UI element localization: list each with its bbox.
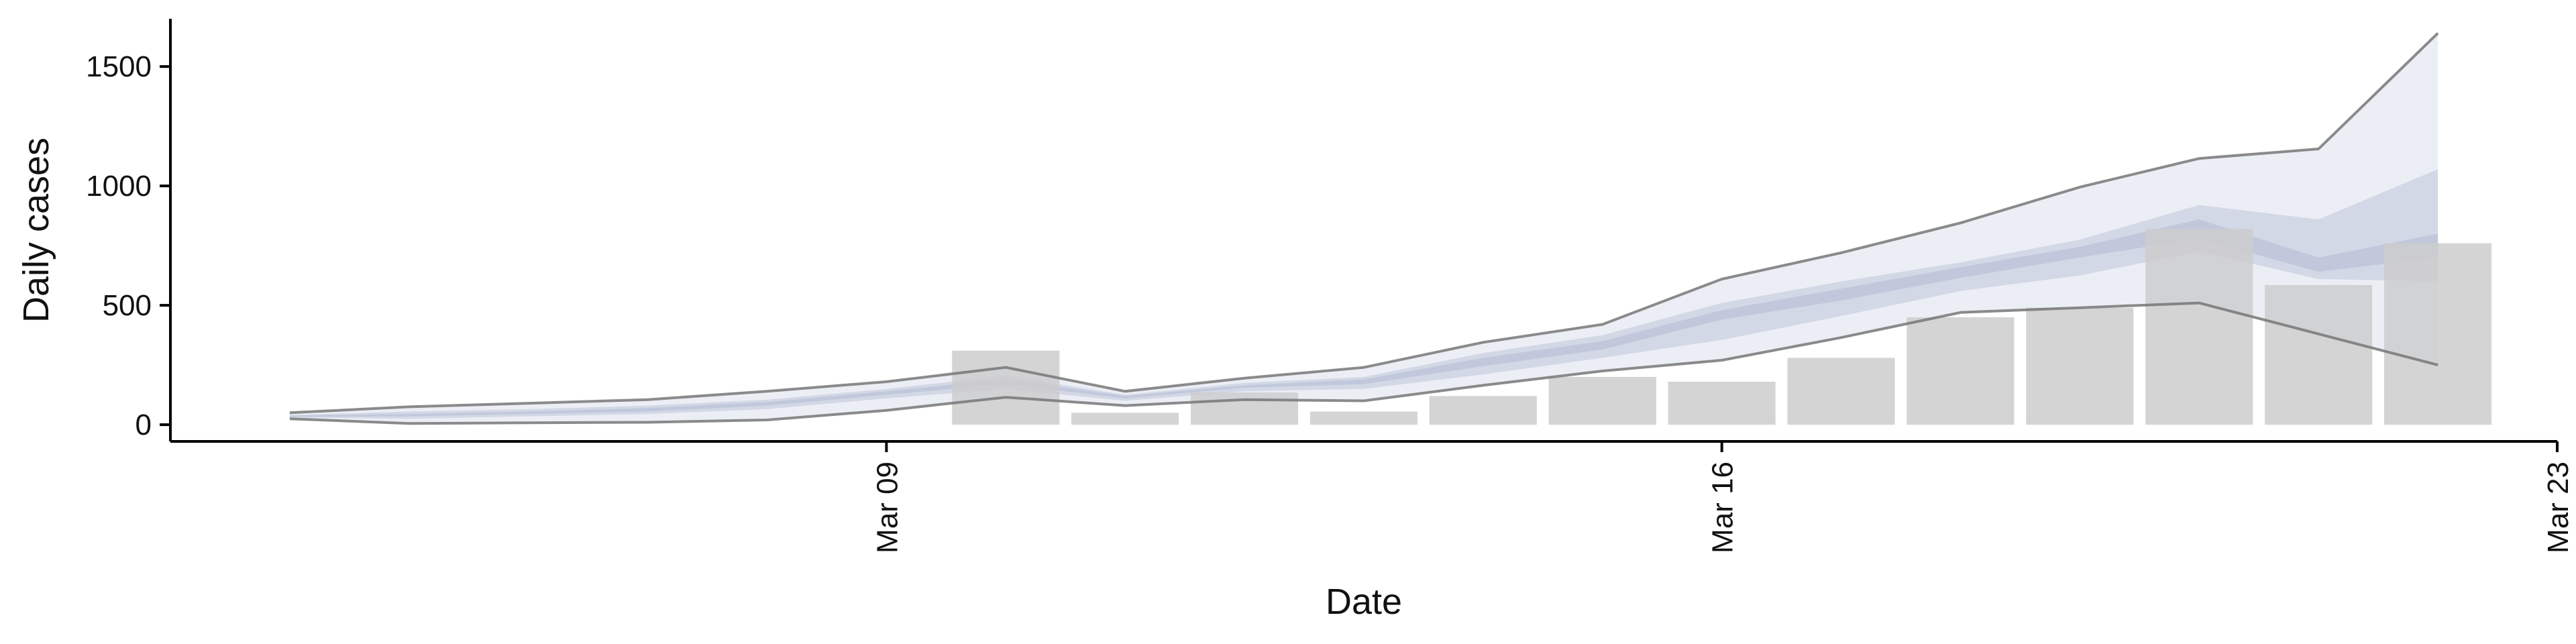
bar — [1071, 413, 1179, 425]
band-lower-line — [289, 301, 2438, 425]
y-tick-label: 1500 — [86, 50, 152, 83]
bar — [1787, 358, 1895, 425]
bar — [2384, 243, 2492, 425]
bar — [1191, 392, 1299, 425]
bar — [1668, 382, 1776, 425]
bar — [952, 350, 1060, 425]
bar — [1907, 317, 2015, 425]
bar — [2145, 229, 2253, 425]
band-outer — [289, 33, 2438, 424]
x-tick-label: Mar 23 — [2542, 462, 2575, 553]
y-ticks: 0 500 1000 1500 — [86, 50, 170, 441]
y-tick-label: 1000 — [86, 170, 152, 203]
bars — [952, 229, 2492, 425]
y-tick-label: 500 — [103, 289, 152, 322]
x-axis-title: Date — [1326, 582, 1402, 622]
bar — [1309, 411, 1417, 425]
band-outlines — [289, 32, 2439, 425]
x-ticks: Mar 09 Mar 16 Mar 23 — [871, 441, 2575, 553]
y-tick-label: 0 — [136, 409, 152, 441]
band-upper-line — [289, 32, 2439, 415]
bar — [2265, 284, 2373, 425]
bar — [2026, 307, 2134, 425]
y-axis-title: Daily cases — [16, 138, 56, 323]
x-tick-label: Mar 16 — [1707, 462, 1739, 553]
bar — [1429, 396, 1537, 425]
x-tick-label: Mar 09 — [871, 462, 904, 553]
bar — [1548, 376, 1656, 425]
